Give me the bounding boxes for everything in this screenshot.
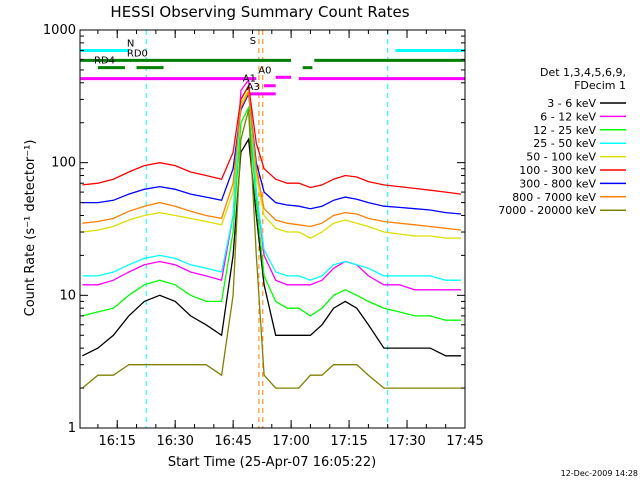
marker-label: S — [250, 36, 256, 47]
legend-label: 7000 - 20000 keV — [498, 204, 596, 217]
x-tick-label: 17:15 — [330, 434, 367, 449]
legend-label: 3 - 6 keV — [547, 97, 596, 110]
chart-title: HESSI Observing Summary Count Rates — [110, 3, 409, 21]
x-tick-label: 17:45 — [446, 434, 483, 449]
series-line — [82, 89, 462, 231]
y-axis-label: Count Rate (s⁻¹ detector⁻¹) — [23, 140, 38, 317]
state-bar-label: RD4 — [94, 56, 115, 67]
x-tick-label: 17:30 — [388, 434, 425, 449]
y-tick-label: 10 — [59, 288, 76, 303]
x-tick-label: 16:45 — [214, 434, 251, 449]
legend-label: 100 - 300 keV — [519, 164, 596, 177]
series-line — [82, 88, 462, 239]
legend-label: 25 - 50 keV — [533, 137, 596, 150]
y-tick-label: 1 — [68, 421, 76, 436]
y-tick-label: 100 — [51, 156, 76, 171]
plot-content — [80, 30, 465, 428]
state-bar-label: RD0 — [127, 48, 148, 59]
series-line — [81, 109, 462, 389]
legend-title-line-2: FDecim 1 — [574, 79, 626, 92]
legend-label: 800 - 7000 keV — [512, 191, 596, 204]
x-tick-label: 17:00 — [272, 434, 309, 449]
x-axis-label: Start Time (25-Apr-07 16:05:22) — [168, 455, 376, 470]
state-bar-label: A3 — [247, 82, 260, 93]
series-line — [82, 137, 462, 357]
x-tick-label: 16:30 — [156, 434, 193, 449]
footer-timestamp: 12-Dec-2009 14:28 — [561, 469, 638, 478]
legend-label: 300 - 800 keV — [519, 177, 596, 190]
series-line — [82, 83, 462, 195]
series-line — [82, 105, 462, 321]
legend-label: 50 - 100 keV — [526, 151, 596, 164]
state-bar-label: A0 — [258, 65, 271, 76]
plot-frame — [79, 29, 466, 429]
y-tick-label: 1000 — [43, 23, 76, 38]
series-line — [82, 78, 462, 291]
series-line — [82, 83, 462, 281]
state-bar-label: A1 — [243, 74, 256, 85]
x-tick-label: 16:15 — [98, 434, 135, 449]
legend-title-line-1: Det 1,3,4,5,6,9, — [540, 66, 626, 79]
state-bar-label: N — [127, 39, 134, 50]
legend-label: 6 - 12 keV — [540, 110, 596, 123]
series-line — [82, 91, 462, 215]
legend-label: 12 - 25 keV — [533, 124, 596, 137]
